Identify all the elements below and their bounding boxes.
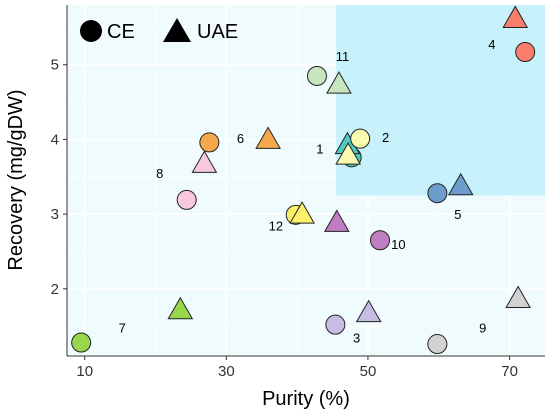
ce-point-4 [515, 42, 536, 63]
legend-label-uae: UAE [197, 21, 238, 43]
legend-circle-marker [80, 20, 102, 42]
ce-point-9 [427, 334, 448, 355]
uae-point-12 [289, 201, 315, 224]
legend: CE UAE [80, 18, 238, 43]
point-label-5: 5 [454, 207, 461, 222]
ce-point-7 [71, 332, 92, 353]
ce-point-10 [370, 230, 391, 251]
y-tick-label: 3 [51, 206, 59, 223]
uae-point-9 [505, 285, 531, 308]
y-tick-label: 4 [51, 131, 59, 148]
point-label-9: 9 [479, 321, 486, 336]
ce-point-6 [199, 132, 220, 153]
point-label-8: 8 [156, 166, 163, 181]
ce-point-3 [325, 314, 346, 335]
data-points [71, 5, 536, 355]
ce-point-5 [427, 183, 448, 204]
uae-point-11 [326, 71, 352, 94]
uae-point-7 [167, 296, 194, 320]
uae-point-2 [335, 142, 361, 165]
y-tick-label: 5 [51, 57, 59, 74]
x-tick-label: 50 [360, 363, 377, 380]
y-tick-label: 2 [51, 281, 59, 298]
ce-point-8 [176, 189, 197, 210]
uae-point-10 [323, 209, 350, 232]
legend-triangle-marker [163, 18, 191, 42]
point-label-1: 1 [316, 141, 323, 156]
point-label-11: 11 [336, 49, 350, 64]
ce-point-2 [350, 128, 371, 149]
point-label-7: 7 [119, 321, 126, 336]
uae-point-8 [191, 150, 218, 173]
point-label-4: 4 [488, 37, 495, 52]
axes: 10 30 50 70 2 3 4 5 [51, 5, 545, 380]
x-axis-title: Purity (%) [262, 388, 350, 410]
uae-point-3 [355, 299, 382, 323]
point-label-6: 6 [237, 131, 244, 146]
x-tick-label: 30 [218, 363, 235, 380]
ce-point-11 [306, 65, 327, 86]
uae-point-5 [447, 172, 474, 196]
point-label-12: 12 [269, 218, 283, 233]
y-axis-title: Recovery (mg/gDW) [5, 89, 27, 270]
x-tick-label: 70 [501, 363, 518, 380]
legend-label-ce: CE [107, 21, 135, 43]
point-label-10: 10 [391, 237, 405, 252]
highlight-region [336, 5, 545, 196]
point-label-2: 2 [382, 130, 389, 145]
uae-point-4 [502, 5, 529, 28]
uae-point-6 [255, 126, 281, 149]
x-tick-label: 10 [76, 363, 93, 380]
point-label-3: 3 [353, 330, 360, 345]
